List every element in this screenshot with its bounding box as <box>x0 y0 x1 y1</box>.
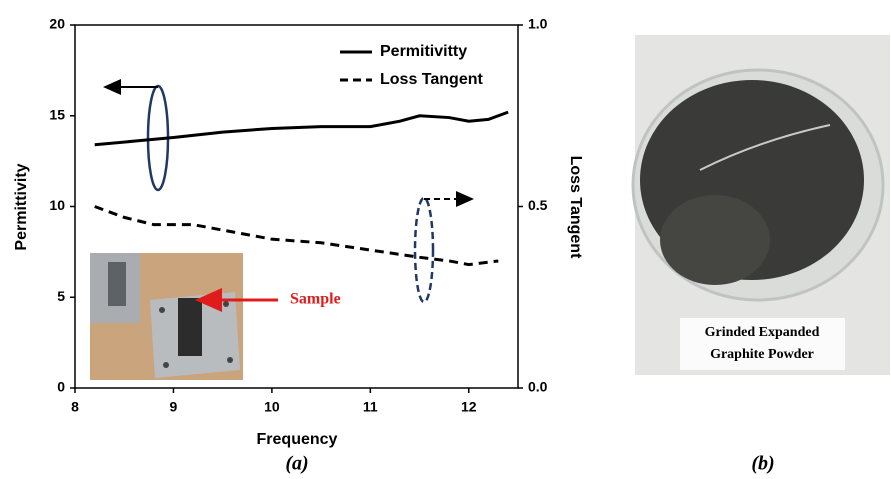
annotation: Sample <box>290 291 341 308</box>
powder-photo <box>631 35 890 375</box>
series-line <box>94 205 499 267</box>
y2-axis-label: Loss Tangent <box>567 156 584 259</box>
panel-label: (a) <box>285 453 308 475</box>
y-tick-label: 10 <box>49 197 65 213</box>
legend-label: Loss Tangent <box>380 71 483 88</box>
x-tick-label: 11 <box>363 399 378 415</box>
y2-tick-label: 1.0 <box>528 16 548 32</box>
y2-tick-label: 0.0 <box>528 379 548 395</box>
inset-photo <box>90 253 243 380</box>
series-indicator <box>413 196 435 304</box>
x-tick-label: 8 <box>71 399 79 415</box>
y2-tick-label: 0.5 <box>528 197 548 213</box>
legend-label: Permitivitty <box>380 43 467 60</box>
y-tick-label: 20 <box>49 16 65 32</box>
y-tick-label: 5 <box>57 288 65 304</box>
x-tick-label: 10 <box>264 399 280 415</box>
photo-caption: Grinded Expanded <box>705 325 820 340</box>
panel-label: (b) <box>751 453 774 475</box>
photo-caption: Graphite Powder <box>710 347 814 362</box>
y-tick-label: 0 <box>57 379 65 395</box>
y-axis-label: Permittivity <box>13 163 30 250</box>
y-tick-label: 15 <box>49 106 65 122</box>
series-line <box>94 110 509 147</box>
x-axis-label: Frequency <box>257 431 338 448</box>
x-tick-label: 9 <box>170 399 178 415</box>
x-tick-label: 12 <box>461 399 477 415</box>
